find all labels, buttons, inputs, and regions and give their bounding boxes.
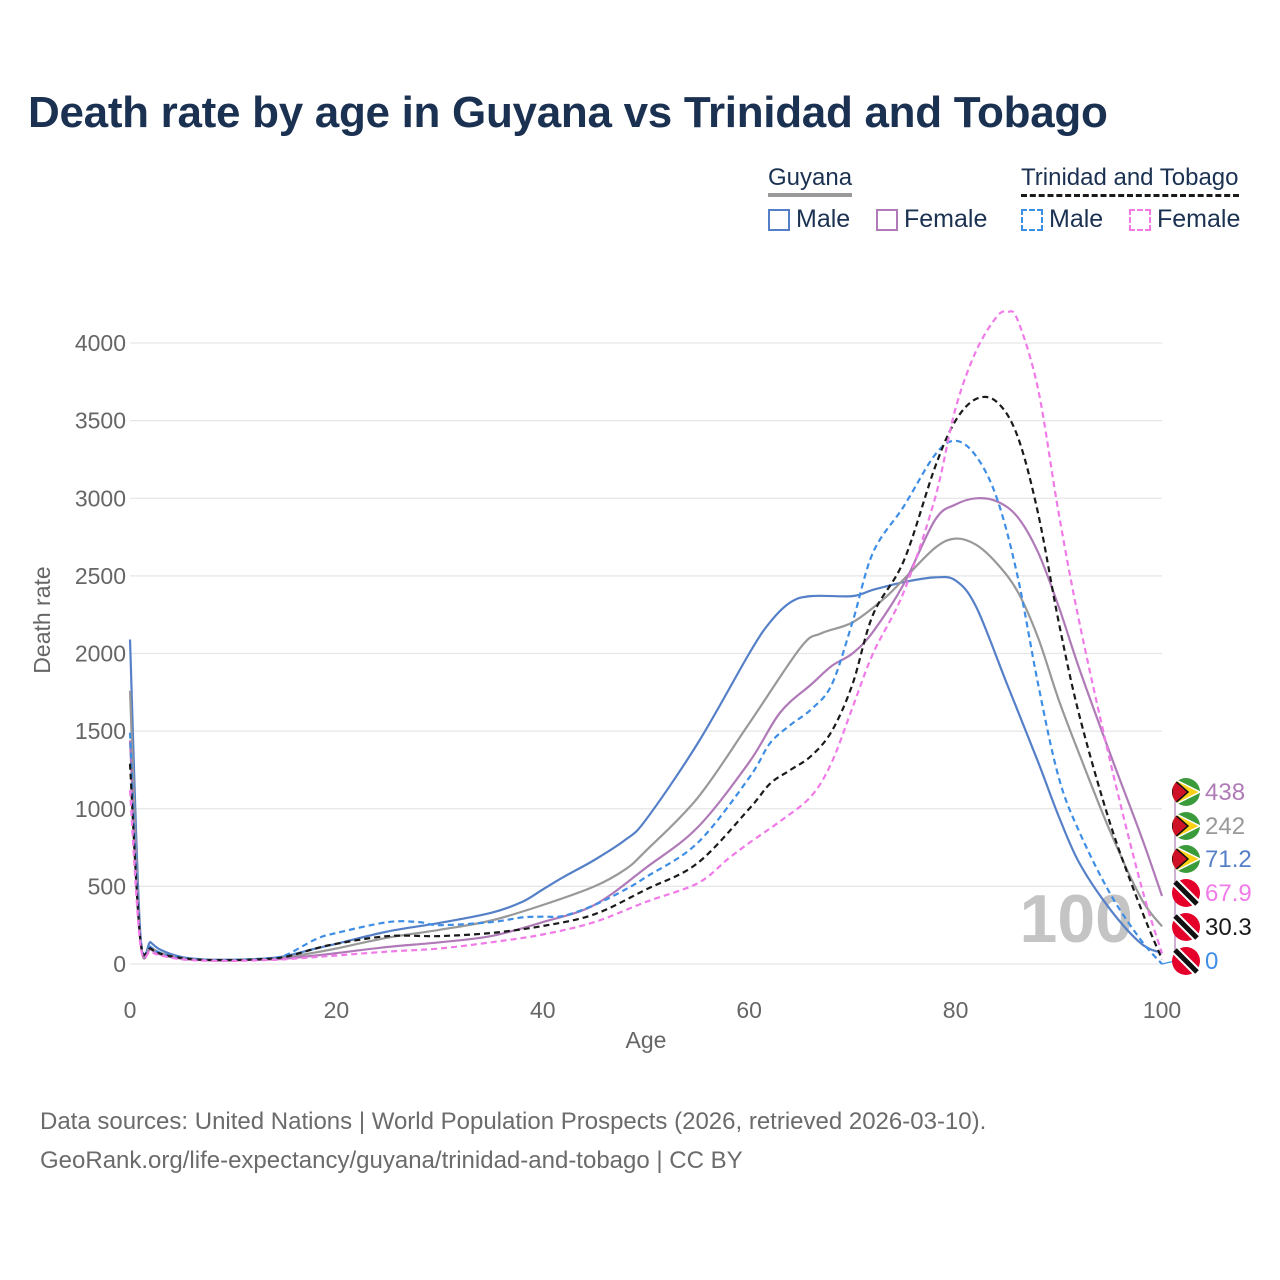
x-tick-label-60: 60 bbox=[736, 997, 762, 1023]
x-tick-label-20: 20 bbox=[324, 997, 350, 1023]
flag-trinidad-band-black bbox=[1173, 914, 1199, 940]
x-tick-label-100: 100 bbox=[1143, 997, 1181, 1023]
legend-tt-male-label: Male bbox=[1049, 205, 1104, 233]
flag-trinidad-band-white bbox=[1171, 878, 1201, 908]
x-tick-label-40: 40 bbox=[530, 997, 556, 1023]
flag-guyana-triangle bbox=[1172, 812, 1190, 840]
end-label-value-6: 0 bbox=[1205, 948, 1218, 975]
end-label-1: 438 bbox=[1172, 778, 1245, 806]
y-tick-label-0: 0 bbox=[113, 951, 126, 977]
x-axis-title: Age bbox=[626, 1027, 667, 1053]
end-label-value-1: 438 bbox=[1205, 779, 1245, 806]
age-marker: 100 bbox=[1020, 881, 1133, 957]
legend-group-guyana-label: Guyana bbox=[768, 164, 853, 191]
legend-group-tt-label: Trinidad and Tobago bbox=[1021, 164, 1239, 191]
series-line-guyana-female bbox=[128, 496, 1164, 962]
legend-tt-female-label: Female bbox=[1157, 205, 1241, 233]
grid-lines bbox=[130, 342, 1162, 965]
end-label-connector bbox=[1161, 960, 1176, 965]
legend-guyana-female-swatch bbox=[876, 208, 898, 231]
legend-tt-male[interactable]: Male bbox=[1021, 205, 1103, 234]
series-line-trinidad-and-tobago-both bbox=[128, 395, 1164, 962]
flag-trinidad-band-black bbox=[1173, 948, 1199, 974]
y-tick-label-1000: 1000 bbox=[75, 796, 126, 822]
y-tick-label-4000: 4000 bbox=[75, 330, 126, 356]
legend-guyana-male-swatch bbox=[768, 208, 790, 231]
end-label-value-3: 71.2 bbox=[1205, 846, 1252, 873]
series-line-trinidad-and-tobago-female bbox=[128, 310, 1164, 963]
chart-title: Death rate by age in Guyana vs Trinidad … bbox=[28, 88, 1108, 137]
legend-guyana-male-label: Male bbox=[796, 205, 851, 233]
legend-group-tt-line bbox=[1021, 194, 1239, 197]
y-axis-title: Death rate bbox=[29, 566, 55, 673]
y-tick-label-1500: 1500 bbox=[75, 718, 126, 744]
end-label-value-4: 67.9 bbox=[1205, 880, 1252, 907]
end-label-5: 30.3 bbox=[1171, 912, 1252, 942]
y-tick-label-2000: 2000 bbox=[75, 641, 126, 667]
flag-guyana-arrow bbox=[1172, 845, 1200, 873]
y-tick-label-500: 500 bbox=[88, 873, 126, 899]
flag-guyana-triangle bbox=[1172, 778, 1190, 806]
flag-trinidad-icon bbox=[1172, 879, 1200, 907]
legend-tt-male-swatch bbox=[1021, 208, 1043, 231]
axes-group: 0 500 1000 1500 2000 2500 3000 3500 4000 0 20 40 60 8… bbox=[29, 330, 1181, 1053]
x-tick-label-80: 80 bbox=[943, 997, 969, 1023]
legend-tt-female-swatch bbox=[1129, 208, 1151, 231]
flag-trinidad-icon bbox=[1172, 913, 1200, 941]
end-label-3: 71.2 bbox=[1172, 845, 1252, 873]
end-label-2: 242 bbox=[1172, 812, 1245, 840]
y-tick-label-3500: 3500 bbox=[75, 408, 126, 434]
flag-guyana-icon bbox=[1172, 812, 1200, 840]
flag-trinidad-band-black bbox=[1173, 880, 1199, 906]
legend-guyana-female-label: Female bbox=[904, 205, 988, 233]
legend-guyana-female[interactable]: Female bbox=[876, 205, 987, 234]
flag-trinidad-icon bbox=[1172, 947, 1200, 975]
flag-guyana-triangle bbox=[1172, 845, 1190, 873]
flag-guyana-arrow bbox=[1172, 778, 1200, 806]
flag-guyana-icon bbox=[1172, 778, 1200, 806]
y-tick-label-2500: 2500 bbox=[75, 563, 126, 589]
source-line-2: GeoRank.org/life-expectancy/guyana/trini… bbox=[40, 1147, 743, 1174]
end-labels-group: 438 242 71.2 67.9 30.3 0 bbox=[1161, 778, 1252, 976]
source-line-1: Data sources: United Nations | World Pop… bbox=[40, 1108, 987, 1135]
flag-trinidad-band-white bbox=[1171, 946, 1201, 976]
series-group bbox=[128, 310, 1164, 965]
y-tick-label-3000: 3000 bbox=[75, 485, 126, 511]
series-line-guyana-male bbox=[128, 575, 1163, 961]
end-label-value-5: 30.3 bbox=[1205, 914, 1252, 941]
flag-guyana-arrow bbox=[1172, 812, 1200, 840]
end-label-value-2: 242 bbox=[1205, 813, 1245, 840]
series-line-guyana-both bbox=[128, 537, 1163, 962]
legend-group-tt: Trinidad and Tobago bbox=[1021, 164, 1239, 197]
legend-guyana-male[interactable]: Male bbox=[768, 205, 850, 234]
x-tick-label-0: 0 bbox=[124, 997, 137, 1023]
end-label-4: 67.9 bbox=[1171, 878, 1252, 908]
flag-guyana-icon bbox=[1172, 845, 1200, 873]
legend-tt-female[interactable]: Female bbox=[1129, 205, 1240, 234]
legend-group-guyana-line bbox=[768, 193, 853, 197]
legend-group-guyana: Guyana bbox=[768, 164, 853, 197]
end-label-6: 0 bbox=[1171, 946, 1218, 976]
flag-trinidad-band-white bbox=[1171, 912, 1201, 942]
series-line-trinidad-and-tobago-male bbox=[128, 439, 1163, 965]
